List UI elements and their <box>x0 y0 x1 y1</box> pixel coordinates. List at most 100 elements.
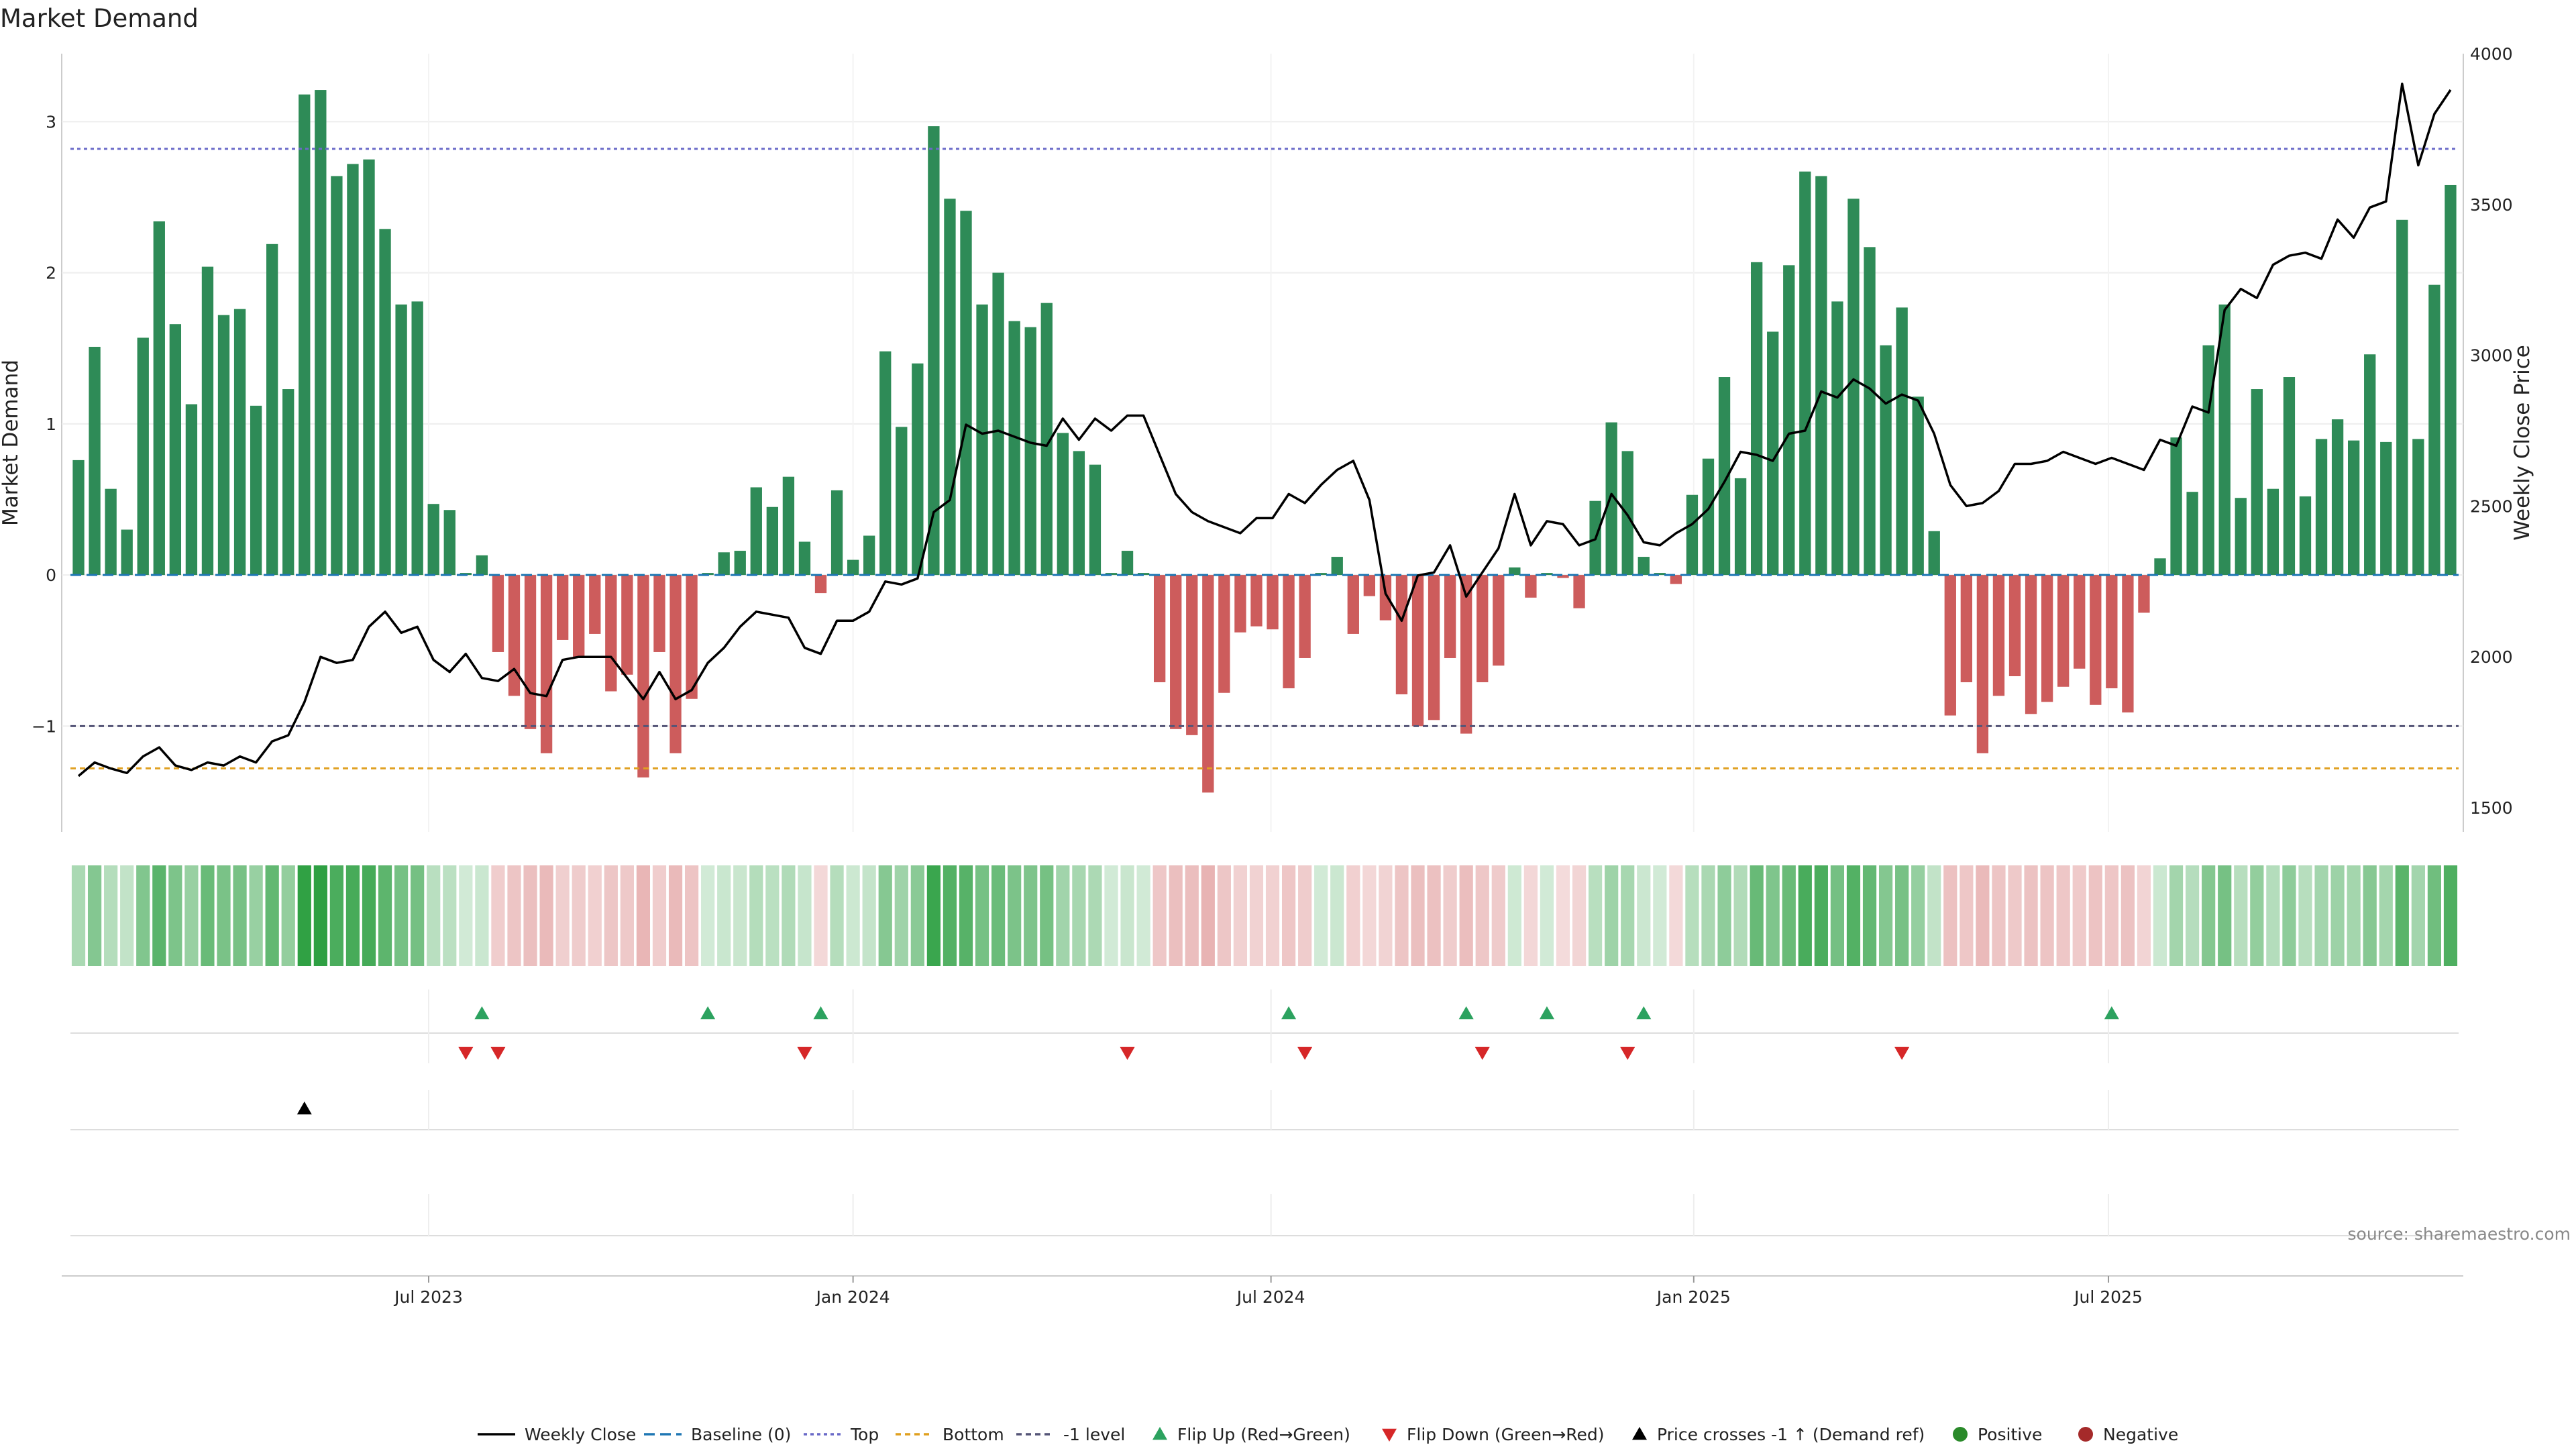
demand-bar <box>1218 575 1230 693</box>
demand-bar <box>2057 575 2070 687</box>
demand-bar <box>2090 575 2102 705</box>
heat-cell <box>1281 865 1296 966</box>
demand-bar <box>1379 575 1392 621</box>
heat-cell <box>281 865 295 966</box>
heat-cell <box>2202 865 2216 966</box>
legend-swatch <box>1152 1427 1167 1440</box>
price-cross-marker <box>297 1102 312 1115</box>
heat-cell <box>249 865 263 966</box>
demand-bar <box>2428 284 2440 576</box>
heat-cell <box>620 865 634 966</box>
demand-bar <box>153 221 165 576</box>
legend-label: Bottom <box>943 1425 1004 1444</box>
demand-bar <box>427 504 439 576</box>
demand-bar <box>830 490 843 576</box>
heat-cell <box>1475 865 1489 966</box>
y-axis-label: Market Demand <box>0 360 23 526</box>
demand-bar <box>72 460 85 576</box>
demand-bar <box>2331 419 2344 576</box>
demand-bar <box>1573 575 1585 608</box>
y2-tick-label: 2500 <box>2470 496 2513 516</box>
demand-bar <box>605 575 617 692</box>
heat-cell <box>1750 865 1764 966</box>
demand-bar <box>282 389 294 576</box>
heat-cell <box>862 865 876 966</box>
demand-bar <box>1008 321 1020 576</box>
heat-cell <box>991 865 1006 966</box>
demand-bar <box>2235 498 2247 576</box>
demand-bar <box>992 272 1004 576</box>
heat-cell <box>668 865 683 966</box>
heat-cell <box>1201 865 1215 966</box>
heat-cell <box>2379 865 2393 966</box>
heat-cell <box>2347 865 2361 966</box>
demand-bar <box>121 529 133 576</box>
heat-cell <box>2137 865 2151 966</box>
demand-bar <box>2202 345 2214 576</box>
heat-cell <box>1960 865 1974 966</box>
heat-cell <box>2121 865 2135 966</box>
y-tick-label: 1 <box>46 415 56 434</box>
x-tick-label: Jan 2024 <box>815 1287 890 1307</box>
demand-bar <box>1153 575 1166 683</box>
flip-up-marker <box>1281 1006 1297 1020</box>
heat-cell <box>459 865 473 966</box>
flip-down-marker <box>1120 1046 1135 1060</box>
demand-bar <box>928 126 940 576</box>
heat-cell <box>1589 865 1603 966</box>
heat-cell <box>491 865 505 966</box>
demand-bar <box>976 304 988 576</box>
heat-cell <box>1895 865 1909 966</box>
heat-cell <box>1152 865 1167 966</box>
demand-bar <box>1783 265 1795 576</box>
demand-bar <box>1331 557 1343 576</box>
y-tick-label: 0 <box>46 566 56 585</box>
heat-cell <box>926 865 941 966</box>
heat-cell <box>1830 865 1845 966</box>
demand-bar <box>89 346 101 576</box>
demand-bar <box>250 405 262 576</box>
legend-label: Weekly Close <box>525 1425 636 1444</box>
heat-cell <box>1766 865 1780 966</box>
demand-bar <box>524 575 537 729</box>
heat-cell <box>201 865 215 966</box>
demand-bar <box>2041 575 2053 702</box>
demand-bar <box>1702 458 1715 576</box>
heat-cell <box>1507 865 1521 966</box>
flip-up-marker <box>700 1006 716 1020</box>
heat-cell <box>765 865 780 966</box>
demand-bar <box>2106 575 2118 689</box>
demand-bar <box>2315 439 2328 576</box>
demand-bar <box>766 506 779 576</box>
heat-cell <box>152 865 166 966</box>
demand-bar <box>1928 531 1940 576</box>
heat-cell <box>2330 865 2345 966</box>
heat-cell <box>1379 865 1393 966</box>
demand-bar <box>169 324 182 576</box>
heat-cell <box>1072 865 1086 966</box>
heat-cell <box>411 865 425 966</box>
heat-cell <box>749 865 763 966</box>
demand-bar <box>1121 551 1134 576</box>
heat-cell <box>2427 865 2442 966</box>
demand-bar <box>1750 262 1763 576</box>
demand-bar <box>185 404 198 576</box>
flip-down-marker <box>490 1046 506 1060</box>
demand-bar <box>1428 575 1440 720</box>
demand-bar <box>2170 437 2182 576</box>
demand-bar <box>201 266 214 576</box>
demand-bar <box>266 244 278 576</box>
heat-cell <box>1249 865 1264 966</box>
demand-bar <box>137 337 149 576</box>
heat-cell <box>2186 865 2200 966</box>
heat-cell <box>814 865 828 966</box>
demand-bar <box>1234 575 1246 633</box>
demand-bar <box>847 559 859 576</box>
x-tick-label: Jul 2023 <box>393 1287 463 1307</box>
heat-cell <box>1556 865 1570 966</box>
demand-bar <box>540 575 553 753</box>
heat-cell <box>2298 865 2312 966</box>
demand-bar <box>2122 575 2134 713</box>
heat-cell <box>1653 865 1667 966</box>
heat-cell <box>684 865 699 966</box>
